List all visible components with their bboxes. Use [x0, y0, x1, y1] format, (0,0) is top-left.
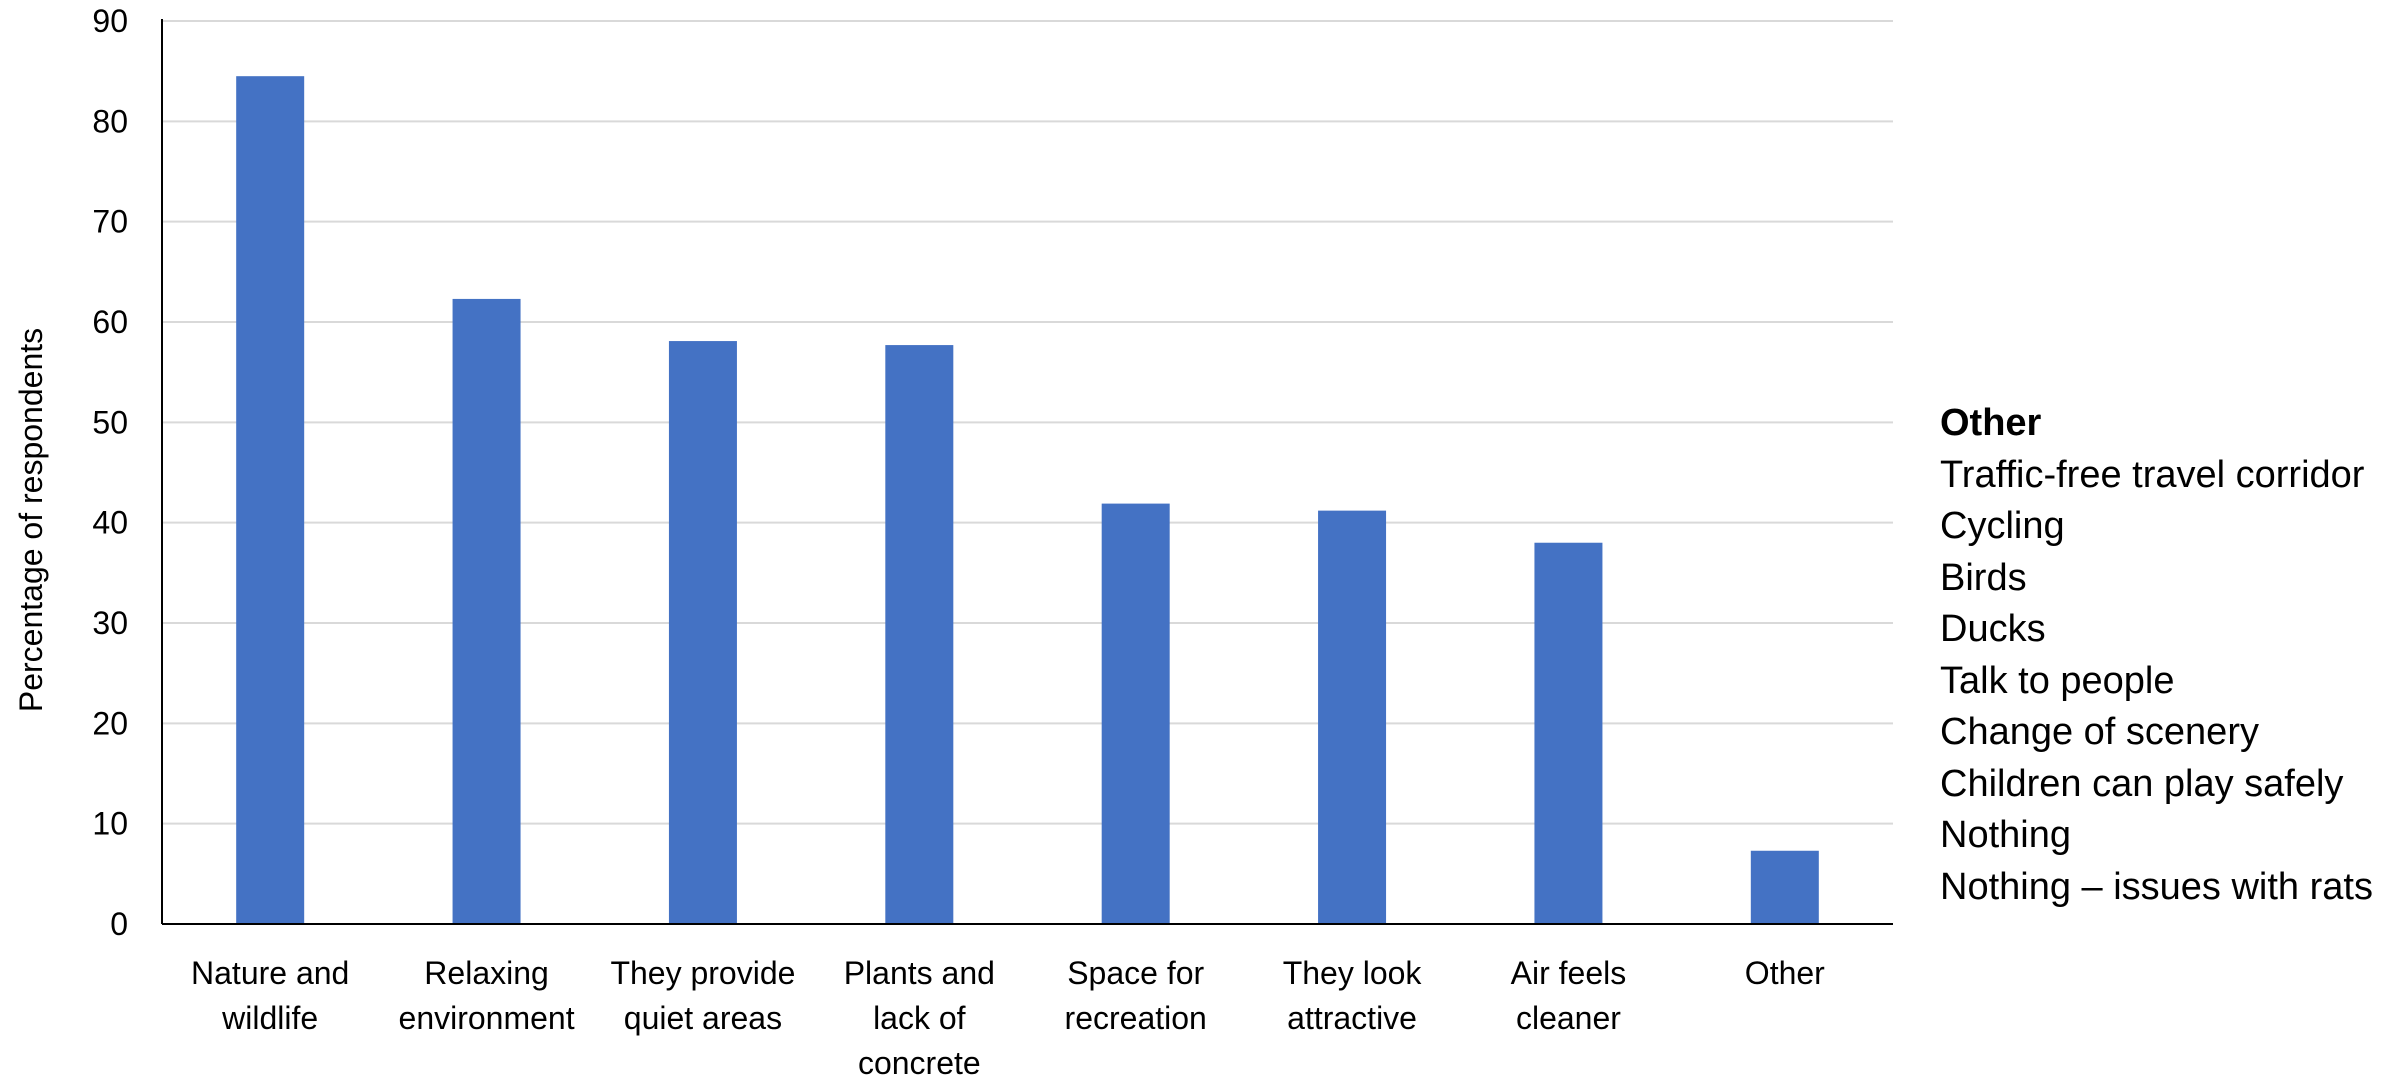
other-response-item: Children can play safely: [1940, 762, 2344, 805]
bar: [1750, 850, 1819, 924]
x-tick-label: Other: [1745, 955, 1825, 991]
x-tick-label: Plants and lack of concrete: [844, 955, 995, 1076]
y-tick-label: 90: [92, 3, 128, 39]
y-axis-title: Percentage of respondents: [13, 328, 49, 712]
y-tick-label: 0: [110, 906, 128, 942]
other-response-item: Talk to people: [1940, 659, 2175, 702]
bar: [885, 345, 954, 924]
gridlines: [162, 20, 1893, 825]
y-tick-labels: 0 10 20 30 40 50 60 70 80 90: [92, 3, 128, 942]
bar: [1101, 503, 1170, 924]
y-tick-label: 20: [92, 705, 128, 741]
other-responses-list: Traffic-free travel corridor Cycling Birds…: [1940, 450, 2373, 914]
y-tick-label: 30: [92, 605, 128, 641]
y-tick-label: 50: [92, 404, 128, 440]
other-response-item: Nothing: [1940, 814, 2071, 856]
x-tick-label: Nature and wildlife: [191, 955, 349, 1036]
y-tick-label: 60: [92, 304, 128, 340]
other-responses-title: Other: [1940, 402, 2042, 444]
other-response-item: Nothing – issues with rats: [1940, 865, 2373, 908]
y-tick-label: 70: [92, 204, 128, 240]
axes: [161, 19, 1893, 925]
x-tick-label: Relaxing environment: [399, 955, 575, 1036]
x-tick-labels: Nature and wildlife Relaxing environment The…: [191, 955, 1825, 1076]
y-tick-label: 80: [92, 103, 128, 139]
other-response-item: Ducks: [1940, 608, 2046, 650]
bar: [1318, 510, 1387, 924]
other-response-item: Birds: [1940, 556, 2027, 599]
bar: [1534, 542, 1603, 924]
x-tick-label: Air feels cleaner: [1511, 955, 1627, 1036]
x-tick-label: They provide quiet areas: [610, 955, 795, 1036]
y-tick-label: 40: [92, 505, 128, 541]
other-responses-note: Other Traffic-free travel corridor Cyclin…: [1940, 398, 2373, 913]
x-tick-label: Space for recreation: [1065, 955, 1207, 1036]
x-tick-label: They look attractive: [1283, 955, 1423, 1036]
bar: [236, 76, 305, 924]
other-response-item: Cycling: [1940, 505, 2065, 547]
bar: [668, 341, 737, 924]
other-response-item: Traffic-free travel corridor: [1940, 453, 2365, 496]
bar: [452, 298, 521, 924]
y-tick-label: 10: [92, 806, 128, 842]
other-response-item: Change of scenery: [1940, 711, 2259, 753]
bars: [236, 76, 1819, 924]
